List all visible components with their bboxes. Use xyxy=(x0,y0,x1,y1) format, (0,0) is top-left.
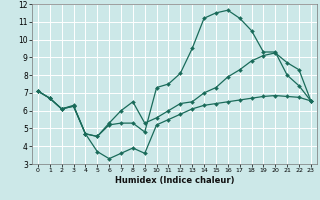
X-axis label: Humidex (Indice chaleur): Humidex (Indice chaleur) xyxy=(115,176,234,185)
